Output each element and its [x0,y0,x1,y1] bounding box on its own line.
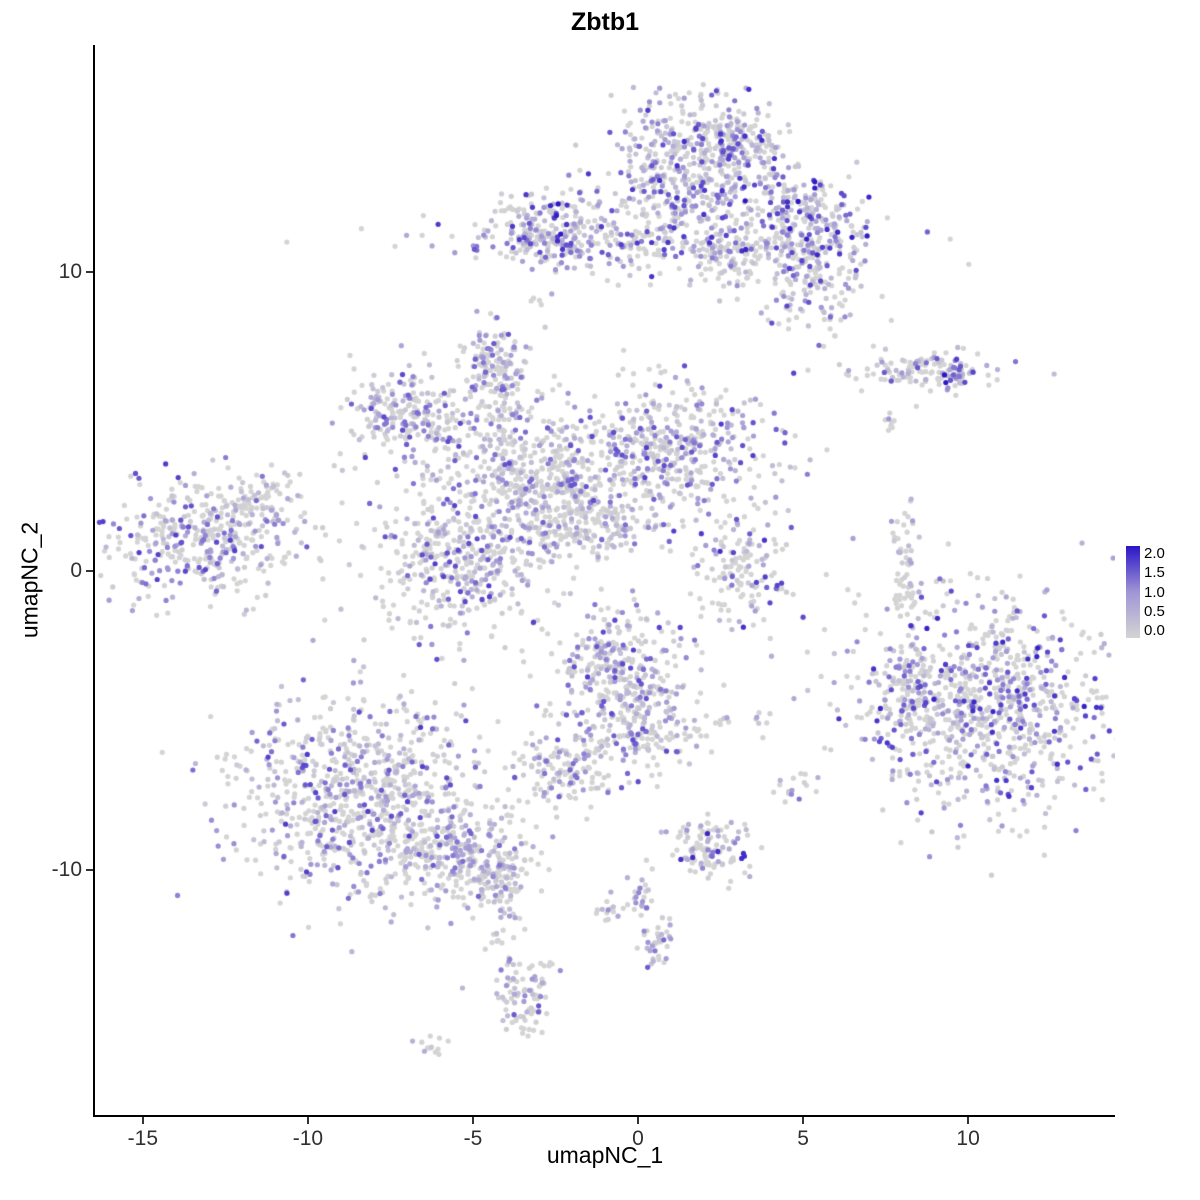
umap-scatter-canvas [95,45,1115,1115]
x-tick-mark [307,1117,309,1124]
x-tick-label: -5 [463,1127,483,1150]
y-tick-label: 10 [58,260,82,284]
x-tick-mark [142,1117,144,1124]
plot-panel [93,45,1115,1117]
x-tick-mark [802,1117,804,1124]
colorbar-tick-label: 0.0 [1144,622,1165,639]
colorbar-tick-label: 1.5 [1144,564,1165,582]
y-tick-mark [86,271,93,273]
colorbar-tick-label: 1.0 [1144,583,1165,601]
x-tick-label: 0 [632,1127,644,1150]
x-tick-label: 10 [956,1127,980,1150]
y-axis-label: umapNC_2 [16,521,43,639]
x-tick-label: 5 [797,1127,809,1150]
expression-colorbar-legend: 2.0 1.5 1.0 0.5 0.0 [1126,546,1165,638]
colorbar-tick-label: 0.5 [1144,602,1165,620]
y-tick-mark [86,570,93,572]
page-title: Zbtb1 [570,8,640,36]
colorbar-tick-labels: 2.0 1.5 1.0 0.5 0.0 [1144,546,1165,638]
colorbar-gradient [1126,546,1140,638]
y-tick-label: -10 [51,857,82,881]
x-tick-label: -10 [292,1127,324,1150]
x-tick-mark [472,1117,474,1124]
x-tick-mark [967,1117,969,1124]
x-tick-label: -15 [127,1127,159,1150]
x-axis-label: umapNC_1 [546,1142,664,1168]
x-tick-mark [637,1117,639,1124]
y-tick-mark [86,869,93,871]
y-tick-label: 0 [70,559,82,583]
colorbar-tick-label: 2.0 [1144,545,1165,562]
